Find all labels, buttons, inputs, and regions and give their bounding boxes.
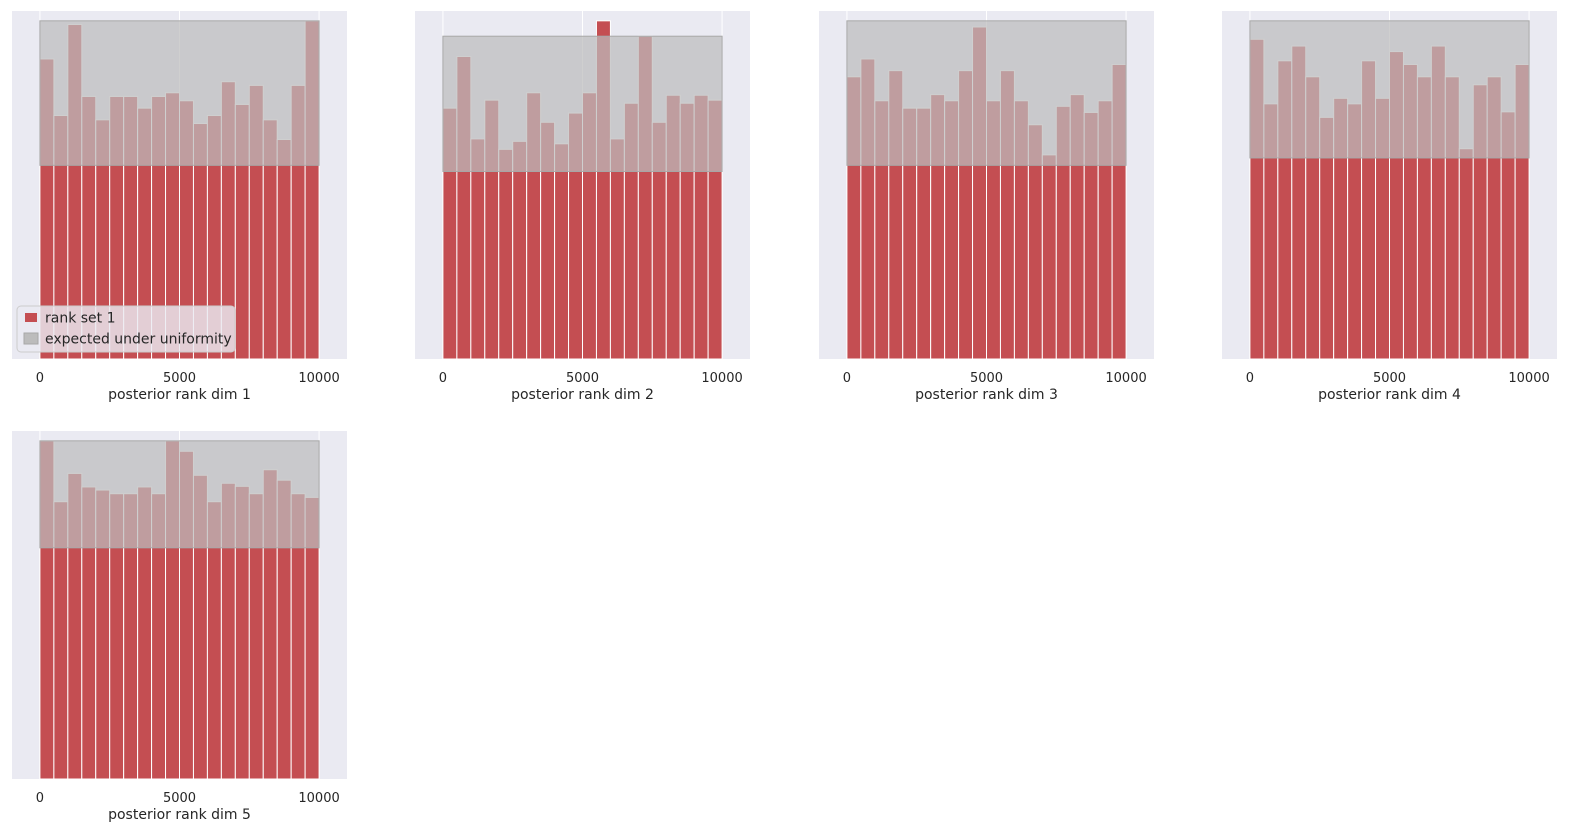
legend-swatch-band <box>23 332 39 345</box>
x-tick-label: 5000 <box>163 371 196 386</box>
uniform-expected-band <box>39 20 320 166</box>
legend-swatch-bar <box>25 313 37 322</box>
histogram-panel-3: 0 5000 10000 posterior rank dim 3 <box>819 11 1154 403</box>
x-tick-label: 10000 <box>298 791 339 806</box>
x-tick-label: 0 <box>1246 371 1254 386</box>
x-tick-label: 10000 <box>701 371 742 386</box>
x-axis-label: posterior rank dim 3 <box>915 387 1058 403</box>
histogram-bar <box>276 139 292 360</box>
x-axis-label: posterior rank dim 4 <box>1318 387 1461 403</box>
x-tick-label: 10000 <box>298 371 339 386</box>
histogram-bar <box>498 148 514 360</box>
legend: rank set 1 expected under uniformity <box>16 305 236 353</box>
histogram-bar <box>512 140 528 360</box>
x-tick-label: 0 <box>439 371 447 386</box>
x-tick-label: 10000 <box>1508 371 1549 386</box>
histogram-panel-2: 0 5000 10000 posterior rank dim 2 <box>415 11 750 403</box>
x-tick-label: 0 <box>36 791 44 806</box>
x-tick-label: 0 <box>843 371 851 386</box>
x-tick-label: 10000 <box>1105 371 1146 386</box>
legend-entry-label: expected under uniformity <box>45 332 232 348</box>
x-tick-label: 5000 <box>566 371 599 386</box>
x-tick-label: 5000 <box>970 371 1003 386</box>
legend-box <box>16 305 236 353</box>
x-tick-label: 0 <box>36 371 44 386</box>
histogram-bar <box>1041 154 1057 360</box>
histogram-bar <box>1458 148 1474 360</box>
x-axis-label: posterior rank dim 5 <box>108 807 251 823</box>
x-axis-label: posterior rank dim 1 <box>108 387 251 403</box>
histogram-panel-4: 0 5000 10000 posterior rank dim 4 <box>1222 11 1557 403</box>
uniform-expected-band <box>1249 20 1530 159</box>
histogram-bar <box>554 143 570 360</box>
histogram-panel-1: 0 5000 10000 posterior rank dim 1 rank set 1… <box>12 11 347 403</box>
uniform-expected-band <box>846 20 1127 166</box>
legend-entry-label: rank set 1 <box>45 311 116 327</box>
x-tick-label: 5000 <box>163 791 196 806</box>
uniform-expected-band <box>442 35 723 172</box>
uniform-expected-band <box>39 440 320 549</box>
histogram-panel-5: 0 5000 10000 posterior rank dim 5 <box>12 431 347 823</box>
x-tick-label: 5000 <box>1373 371 1406 386</box>
x-axis-label: posterior rank dim 2 <box>511 387 654 403</box>
